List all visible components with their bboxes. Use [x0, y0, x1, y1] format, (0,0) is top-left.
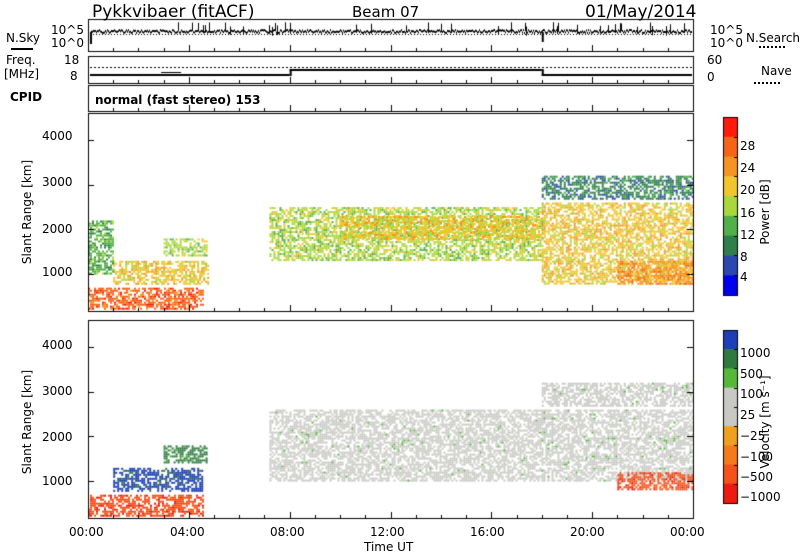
velocity-cbar-tick: −500 — [740, 470, 773, 484]
nsky-tick-bottom: 10^0 — [51, 36, 84, 50]
power-ytick-4000: 4000 — [42, 129, 73, 143]
nave-label: Nave — [761, 64, 792, 78]
velocity-cbar-tick: 1000 — [740, 346, 771, 360]
xtick-16: 16:00 — [470, 525, 505, 539]
power-ytick-3000: 3000 — [42, 175, 73, 189]
xtick-08: 08:00 — [270, 525, 305, 539]
power-ytick-2000: 2000 — [42, 222, 73, 236]
nsearch-tick-bottom: 10^0 — [710, 36, 743, 50]
velocity-ytick-3000: 3000 — [42, 384, 73, 398]
velocity-ylabel: Slant Range [km] — [20, 369, 34, 475]
velocity-cbar-tick: −25 — [740, 429, 766, 443]
cpid-label: CPID — [10, 90, 43, 104]
power-ytick-1000: 1000 — [42, 265, 73, 279]
velocity-cbar-tick: 25 — [740, 408, 756, 422]
power-cbar-tick: 8 — [740, 250, 748, 264]
xtick-12: 12:00 — [370, 525, 405, 539]
nave-legend-line — [754, 82, 780, 84]
nsearch-label: N.Search — [746, 31, 800, 45]
nsky-legend-line — [11, 48, 33, 50]
power-cbar-tick: 12 — [740, 228, 756, 242]
freq-unit-label: [MHz] — [4, 67, 40, 81]
velocity-cbar-tick: −1000 — [740, 490, 781, 504]
nsky-label: N.Sky — [6, 31, 41, 45]
station-title: Pykkvibaer (fitACF) — [92, 2, 255, 22]
power-cbar-tick: 24 — [740, 161, 756, 175]
power-ylabel: Slant Range [km] — [20, 159, 34, 265]
xtick-04: 04:00 — [170, 525, 205, 539]
date-title: 01/May/2014 — [585, 2, 697, 22]
xtick-20: 20:00 — [570, 525, 605, 539]
beam-title: Beam 07 — [352, 3, 420, 21]
power-cbar-tick: 28 — [740, 139, 756, 153]
x-axis-label: Time UT — [364, 540, 414, 554]
power-cbar-tick: 20 — [740, 183, 756, 197]
velocity-ytick-1000: 1000 — [42, 474, 73, 488]
xtick-24: 00:00 — [670, 525, 705, 539]
power-colorbar-label: Power [dB] — [758, 179, 772, 245]
xtick-00: 00:00 — [69, 525, 104, 539]
velocity-ytick-2000: 2000 — [42, 430, 73, 444]
nsearch-legend-line — [759, 46, 785, 48]
freq-tick-bottom: 8 — [70, 69, 78, 83]
velocity-cbar-tick: −100 — [740, 450, 773, 464]
cpid-value: normal (fast stereo) 153 — [95, 93, 261, 107]
nsearch-tick-top: 10^5 — [710, 23, 743, 37]
power-cbar-tick: 4 — [740, 270, 748, 284]
nsky-tick-top: 10^5 — [51, 23, 84, 37]
velocity-cbar-tick: 500 — [740, 367, 763, 381]
nave-tick-bottom: 0 — [707, 70, 715, 84]
freq-tick-top: 18 — [64, 53, 80, 67]
velocity-cbar-tick: 100 — [740, 387, 763, 401]
nave-tick-top: 60 — [707, 53, 723, 67]
freq-label: Freq. — [6, 53, 36, 67]
power-cbar-tick: 16 — [740, 206, 756, 220]
velocity-ytick-4000: 4000 — [42, 338, 73, 352]
